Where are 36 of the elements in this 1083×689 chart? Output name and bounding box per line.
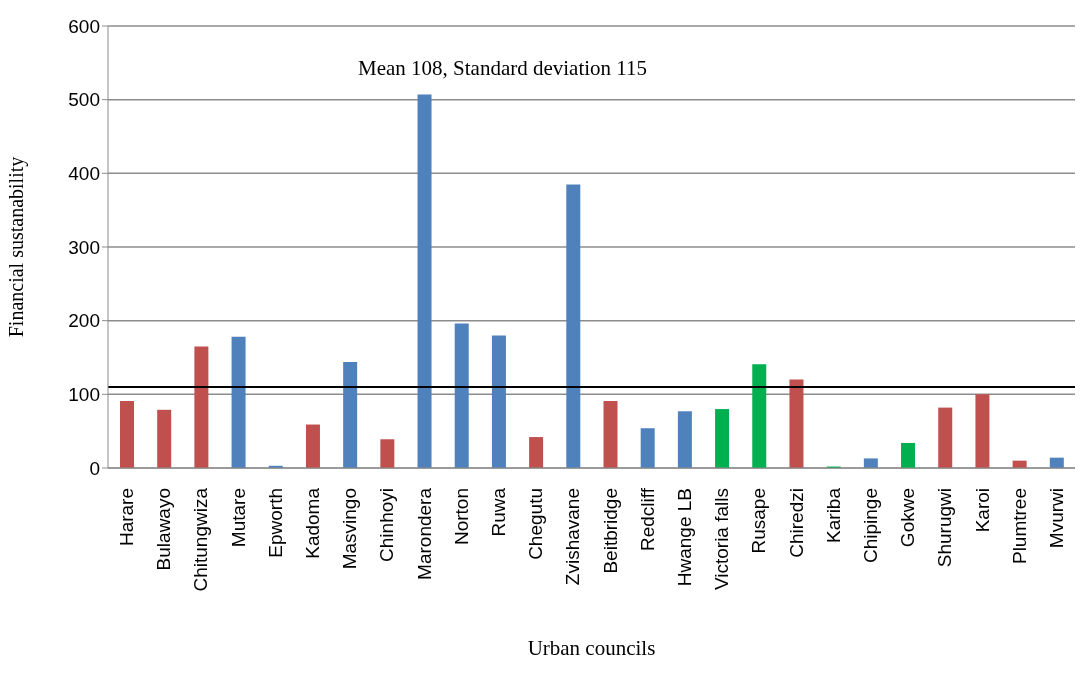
y-tick-label: 100 xyxy=(68,384,100,406)
x-tick-label: Chiredzi xyxy=(785,488,807,558)
y-tick-label: 500 xyxy=(68,89,100,111)
x-axis-title: Urban councils xyxy=(526,636,657,661)
x-tick-label: Beitbridge xyxy=(599,488,621,574)
x-tick-label: Victoria falls xyxy=(711,488,733,591)
y-tick-label: 400 xyxy=(68,163,100,185)
y-axis-title: Financial sustanability xyxy=(5,156,29,338)
x-tick-label: Hwange LB xyxy=(673,488,695,587)
x-tick-label: Rusape xyxy=(748,488,770,554)
x-tick-label: Chipinge xyxy=(859,488,881,563)
x-tick-label: Chinhoyi xyxy=(376,488,398,562)
x-tick-label: Gokwe xyxy=(897,488,919,548)
x-tick-label: Plumtree xyxy=(1008,488,1030,565)
x-tick-label: Shurugwi xyxy=(934,488,956,568)
x-tick-label: Karoi xyxy=(971,488,993,533)
x-tick-label: Zvishavane xyxy=(562,488,584,586)
x-tick-label: Mutare xyxy=(227,488,249,548)
y-tick-label: 200 xyxy=(68,310,100,332)
x-tick-label: Norton xyxy=(450,488,472,546)
x-tick-label: Ruwa xyxy=(488,487,510,537)
x-tick-label: Kadoma xyxy=(302,487,324,559)
x-tick-label: Bulawayo xyxy=(153,488,175,571)
annotation: Mean 108, Standard deviation 115 xyxy=(358,56,648,81)
y-tick-label: 300 xyxy=(68,236,100,258)
x-tick-label: Masvingo xyxy=(339,488,361,570)
x-tick-label: Mvurwi xyxy=(1045,488,1067,549)
y-tick-label: 600 xyxy=(68,15,100,37)
x-tick-label: Redcliff xyxy=(636,487,658,552)
x-tick-label: Marondera xyxy=(413,487,435,580)
x-tick-label: Chegutu xyxy=(525,488,547,560)
x-tick-label: Harare xyxy=(116,488,138,547)
x-tick-label: Chitungwiza xyxy=(190,487,212,592)
x-tick-label: Kariba xyxy=(822,487,844,543)
y-tick-label: 0 xyxy=(89,457,100,479)
x-tick-label: Epworth xyxy=(264,488,286,558)
